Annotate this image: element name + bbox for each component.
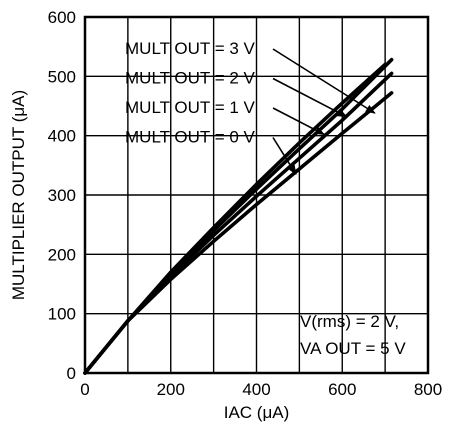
y-tick-label: 200 <box>48 245 76 264</box>
y-tick-label: 400 <box>48 127 76 146</box>
y-tick-label: 0 <box>67 364 76 383</box>
annotation-arrow <box>272 77 348 118</box>
y-tick-labels: 0 100 200 300 400 500 600 <box>48 8 76 383</box>
x-tick-label: 400 <box>242 380 270 399</box>
x-tick-label: 0 <box>80 380 89 399</box>
series-annotation-label: MULT OUT = 2 V <box>125 69 256 88</box>
y-tick-label: 100 <box>48 305 76 324</box>
x-tick-labels: 0 200 400 600 800 <box>80 380 442 399</box>
x-tick-label: 200 <box>157 380 185 399</box>
series-annotation-label: MULT OUT = 3 V <box>125 39 256 58</box>
series-annotation-label: MULT OUT = 1 V <box>125 98 256 117</box>
plot-frame <box>83 15 430 375</box>
condition-note-line-2: VA OUT = 5 V <box>300 339 406 358</box>
x-tick-label: 800 <box>414 380 442 399</box>
y-axis-label: MULTIPLIER OUTPUT (μA) <box>9 90 28 300</box>
series-annotation-label: MULT OUT = 0 V <box>125 128 256 147</box>
annotation-arrow <box>272 137 297 176</box>
x-tick-label: 600 <box>328 380 356 399</box>
series-lines <box>83 57 394 375</box>
annotation-arrow <box>272 48 376 114</box>
series-line <box>83 91 394 375</box>
y-tick-label: 600 <box>48 8 76 27</box>
x-axis-label: IAC (μA) <box>224 403 290 422</box>
y-tick-label: 300 <box>48 186 76 205</box>
y-tick-label: 500 <box>48 67 76 86</box>
annotation-arrow <box>272 107 326 136</box>
series-annotations: MULT OUT = 3 V MULT OUT = 2 V MULT OUT = 1… <box>125 39 376 176</box>
condition-note-line-1: V(rms) = 2 V, <box>300 312 399 331</box>
grid-lines <box>85 17 428 373</box>
